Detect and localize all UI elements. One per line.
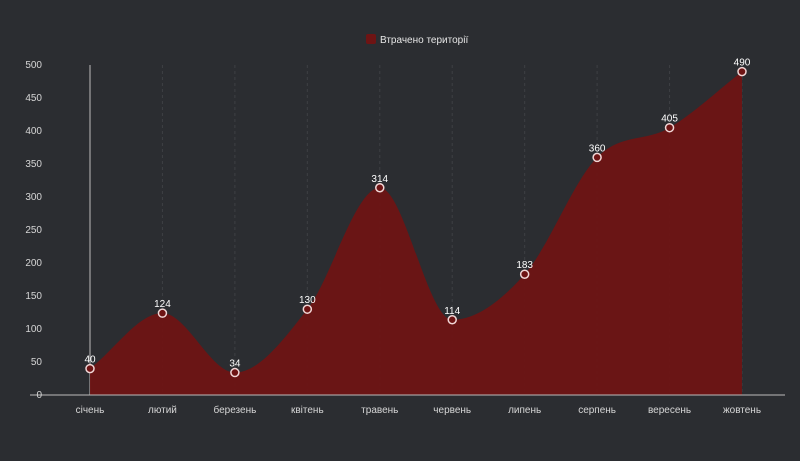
y-tick-label: 50 [31, 357, 43, 368]
data-point[interactable] [157, 308, 168, 318]
y-tick-label: 250 [25, 225, 42, 236]
x-tick-label: вересень [648, 405, 691, 416]
y-tick-label: 200 [25, 258, 42, 269]
data-label: 40 [84, 355, 96, 366]
x-tick-label: липень [508, 405, 541, 416]
data-label: 405 [661, 114, 678, 125]
data-label: 34 [229, 359, 241, 370]
x-tick-label: квітень [291, 405, 324, 416]
data-point[interactable] [737, 66, 747, 77]
data-point[interactable] [664, 122, 675, 133]
x-tick-label: серпень [578, 405, 616, 416]
data-point[interactable] [447, 315, 457, 325]
area-series [90, 71, 742, 395]
legend-swatch [366, 34, 376, 44]
y-tick-label: 150 [25, 291, 42, 302]
y-tick-label: 400 [25, 126, 42, 137]
data-point[interactable] [302, 304, 313, 314]
data-point[interactable] [519, 269, 530, 279]
data-label: 490 [734, 58, 751, 69]
y-tick-label: 350 [25, 159, 42, 170]
y-tick-label: 300 [25, 192, 42, 203]
data-label: 314 [371, 174, 388, 185]
data-label: 130 [299, 295, 316, 306]
y-tick-label: 450 [25, 93, 42, 104]
x-tick-label: січень [76, 405, 105, 416]
axes: 0 50 100 150 200 250 300 350 400 450 500 січень люти… [25, 60, 785, 416]
x-tick-label: жовтень [723, 405, 761, 416]
y-tick-label: 0 [36, 390, 42, 401]
data-label: 114 [444, 306, 460, 317]
data-label: 183 [516, 260, 533, 271]
x-tick-label: лютий [148, 405, 177, 416]
data-point[interactable] [375, 183, 385, 193]
area-fill [90, 71, 742, 395]
legend-label: Втрачено території [380, 35, 468, 46]
y-tick-label: 500 [25, 60, 42, 71]
data-point[interactable] [85, 363, 95, 374]
y-tick-label: 100 [25, 324, 42, 335]
legend[interactable]: Втрачено території [366, 34, 468, 46]
x-tick-label: березень [213, 404, 256, 416]
data-point[interactable] [592, 152, 602, 163]
x-tick-label: травень [361, 405, 398, 416]
data-point[interactable] [230, 367, 240, 378]
data-labels: 40 124 34 130 314 114 183 360 405 490 [84, 58, 750, 370]
data-markers [85, 66, 747, 378]
data-label: 360 [589, 143, 606, 154]
x-tick-label: червень [433, 405, 471, 416]
data-label: 124 [154, 299, 171, 310]
